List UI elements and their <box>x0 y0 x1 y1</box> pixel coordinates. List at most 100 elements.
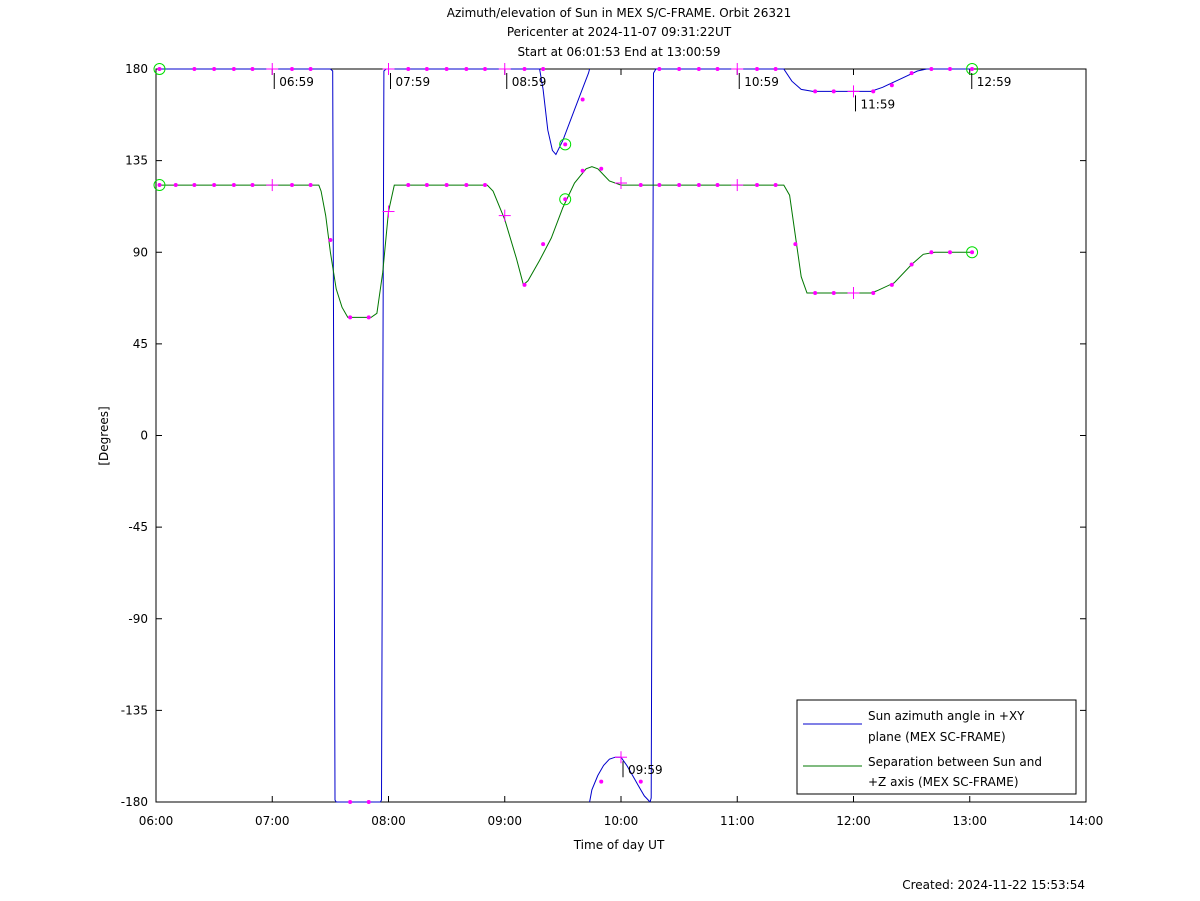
chart-subtitle-start-end: Start at 06:01:53 End at 13:00:59 <box>517 45 720 59</box>
hour-cross-marker <box>615 751 627 764</box>
time-label: 12:59 <box>977 75 1012 89</box>
x-tick-label: 08:00 <box>371 814 406 828</box>
sample-dot-marker <box>522 282 527 287</box>
endpoint-circle-marker <box>559 193 572 206</box>
sample-dot-marker <box>715 67 720 71</box>
y-axis: 180 135 90 45 0 -45 -90 -135 -180 <box>121 62 1086 809</box>
sample-dot-marker <box>192 67 197 71</box>
sample-dot-marker <box>406 67 411 71</box>
y-tick-label: -45 <box>128 520 148 534</box>
created-timestamp: Created: 2024-11-22 15:53:54 <box>902 878 1085 892</box>
series-azimuth-line-seg-4 <box>649 68 973 803</box>
y-tick-label: -180 <box>121 795 148 809</box>
sample-dot-marker <box>192 183 197 188</box>
legend-label-separation-line1: Separation between Sun and <box>868 755 1042 769</box>
x-tick-label: 10:00 <box>604 814 639 828</box>
hour-cross-marker <box>498 63 511 75</box>
sample-dot-marker <box>308 183 313 188</box>
endpoint-circle-marker <box>153 63 166 75</box>
time-label: 09:59 <box>628 763 663 777</box>
y-tick-label: 90 <box>133 245 148 259</box>
sample-dot-marker <box>755 67 760 71</box>
time-label: 08:59 <box>512 75 547 89</box>
sample-dot-marker <box>773 67 778 71</box>
time-label: 06:59 <box>279 75 314 89</box>
endpoint-circle-marker <box>153 179 166 192</box>
x-axis-label: Time of day UT <box>573 838 665 852</box>
sample-dot-marker <box>541 242 546 247</box>
sample-dot-marker <box>424 183 429 188</box>
hour-cross-marker <box>498 209 511 222</box>
endpoint-circle-marker <box>966 246 979 259</box>
sample-dot-marker <box>813 290 818 295</box>
sample-dot-marker <box>871 290 876 295</box>
sample-dot-marker <box>348 315 353 320</box>
sample-dot-marker <box>580 168 585 173</box>
x-tick-label: 09:00 <box>487 814 522 828</box>
hour-cross-marker <box>731 179 744 192</box>
sample-dot-marker <box>290 183 295 188</box>
sample-dot-marker <box>773 183 778 188</box>
sample-dot-marker <box>482 67 487 71</box>
sample-dot-marker <box>482 183 487 188</box>
chart-title: Azimuth/elevation of Sun in MEX S/C-FRAM… <box>447 6 792 20</box>
sample-dot-marker <box>464 67 469 71</box>
sample-dot-marker <box>696 183 701 188</box>
sample-dot-marker <box>677 183 682 188</box>
sample-dot-marker <box>348 800 353 804</box>
sample-dot-marker <box>290 67 295 71</box>
time-label: 11:59 <box>861 97 896 111</box>
sample-dot-marker <box>444 67 449 71</box>
hour-cross-marker <box>266 179 279 192</box>
sample-dot-marker <box>657 67 662 71</box>
endpoint-circle-marker <box>559 138 572 151</box>
time-labels: 06:59 07:59 08:59 09:59 10:59 11:59 12:59 <box>273 73 1012 778</box>
sample-dot-marker <box>406 183 411 188</box>
y-axis-label: [Degrees] <box>97 406 111 465</box>
sample-dot-marker <box>328 238 333 243</box>
legend-label-azimuth-line1: Sun azimuth angle in +XY <box>868 709 1025 723</box>
series-separation-line-seg-0 <box>159 166 973 318</box>
sample-dot-marker <box>231 67 236 71</box>
sample-dot-marker <box>638 183 643 188</box>
legend-label-separation-line2: +Z axis (MEX SC-FRAME) <box>868 775 1019 789</box>
hour-cross-marker <box>382 205 395 218</box>
sample-dot-marker <box>889 282 894 287</box>
hour-cross-marker <box>731 63 744 75</box>
sample-dot-marker <box>909 262 914 267</box>
y-tick-label: 0 <box>140 429 148 443</box>
marker-layer <box>153 63 979 804</box>
legend-box <box>796 699 1077 795</box>
sample-dot-marker <box>947 250 952 255</box>
sample-dot-marker <box>173 183 178 188</box>
sample-dot-marker <box>755 183 760 188</box>
sample-dot-marker <box>250 183 255 188</box>
sample-dot-marker <box>541 67 546 71</box>
y-tick-label: -135 <box>121 703 148 717</box>
sample-dot-marker <box>889 83 894 88</box>
sample-dot-marker <box>813 89 818 94</box>
sample-dot-marker <box>444 183 449 188</box>
legend-label-azimuth-line2: plane (MEX SC-FRAME) <box>868 730 1006 744</box>
sample-dot-marker <box>580 97 585 102</box>
sample-dot-marker <box>638 779 643 784</box>
x-axis: 06:00 07:00 08:00 09:00 10:00 11:00 12:00 13:00… <box>139 69 1103 828</box>
sample-dot-marker <box>599 166 604 171</box>
y-tick-label: 45 <box>133 337 148 351</box>
sample-dot-marker <box>308 67 313 71</box>
sample-dot-marker <box>522 67 527 71</box>
sample-dot-marker <box>366 800 371 804</box>
y-tick-label: 135 <box>125 154 148 168</box>
sample-dot-marker <box>831 89 836 94</box>
x-tick-label: 07:00 <box>255 814 290 828</box>
hour-cross-marker <box>266 63 279 75</box>
sample-dot-marker <box>909 71 914 76</box>
sample-dot-marker <box>212 183 217 188</box>
time-label: 07:59 <box>396 75 431 89</box>
legend: Sun azimuth angle in +XY plane (MEX SC-F… <box>796 699 1077 795</box>
sample-dot-marker <box>929 250 934 255</box>
x-tick-label: 06:00 <box>139 814 174 828</box>
x-tick-label: 11:00 <box>720 814 755 828</box>
sample-dot-marker <box>366 315 371 320</box>
